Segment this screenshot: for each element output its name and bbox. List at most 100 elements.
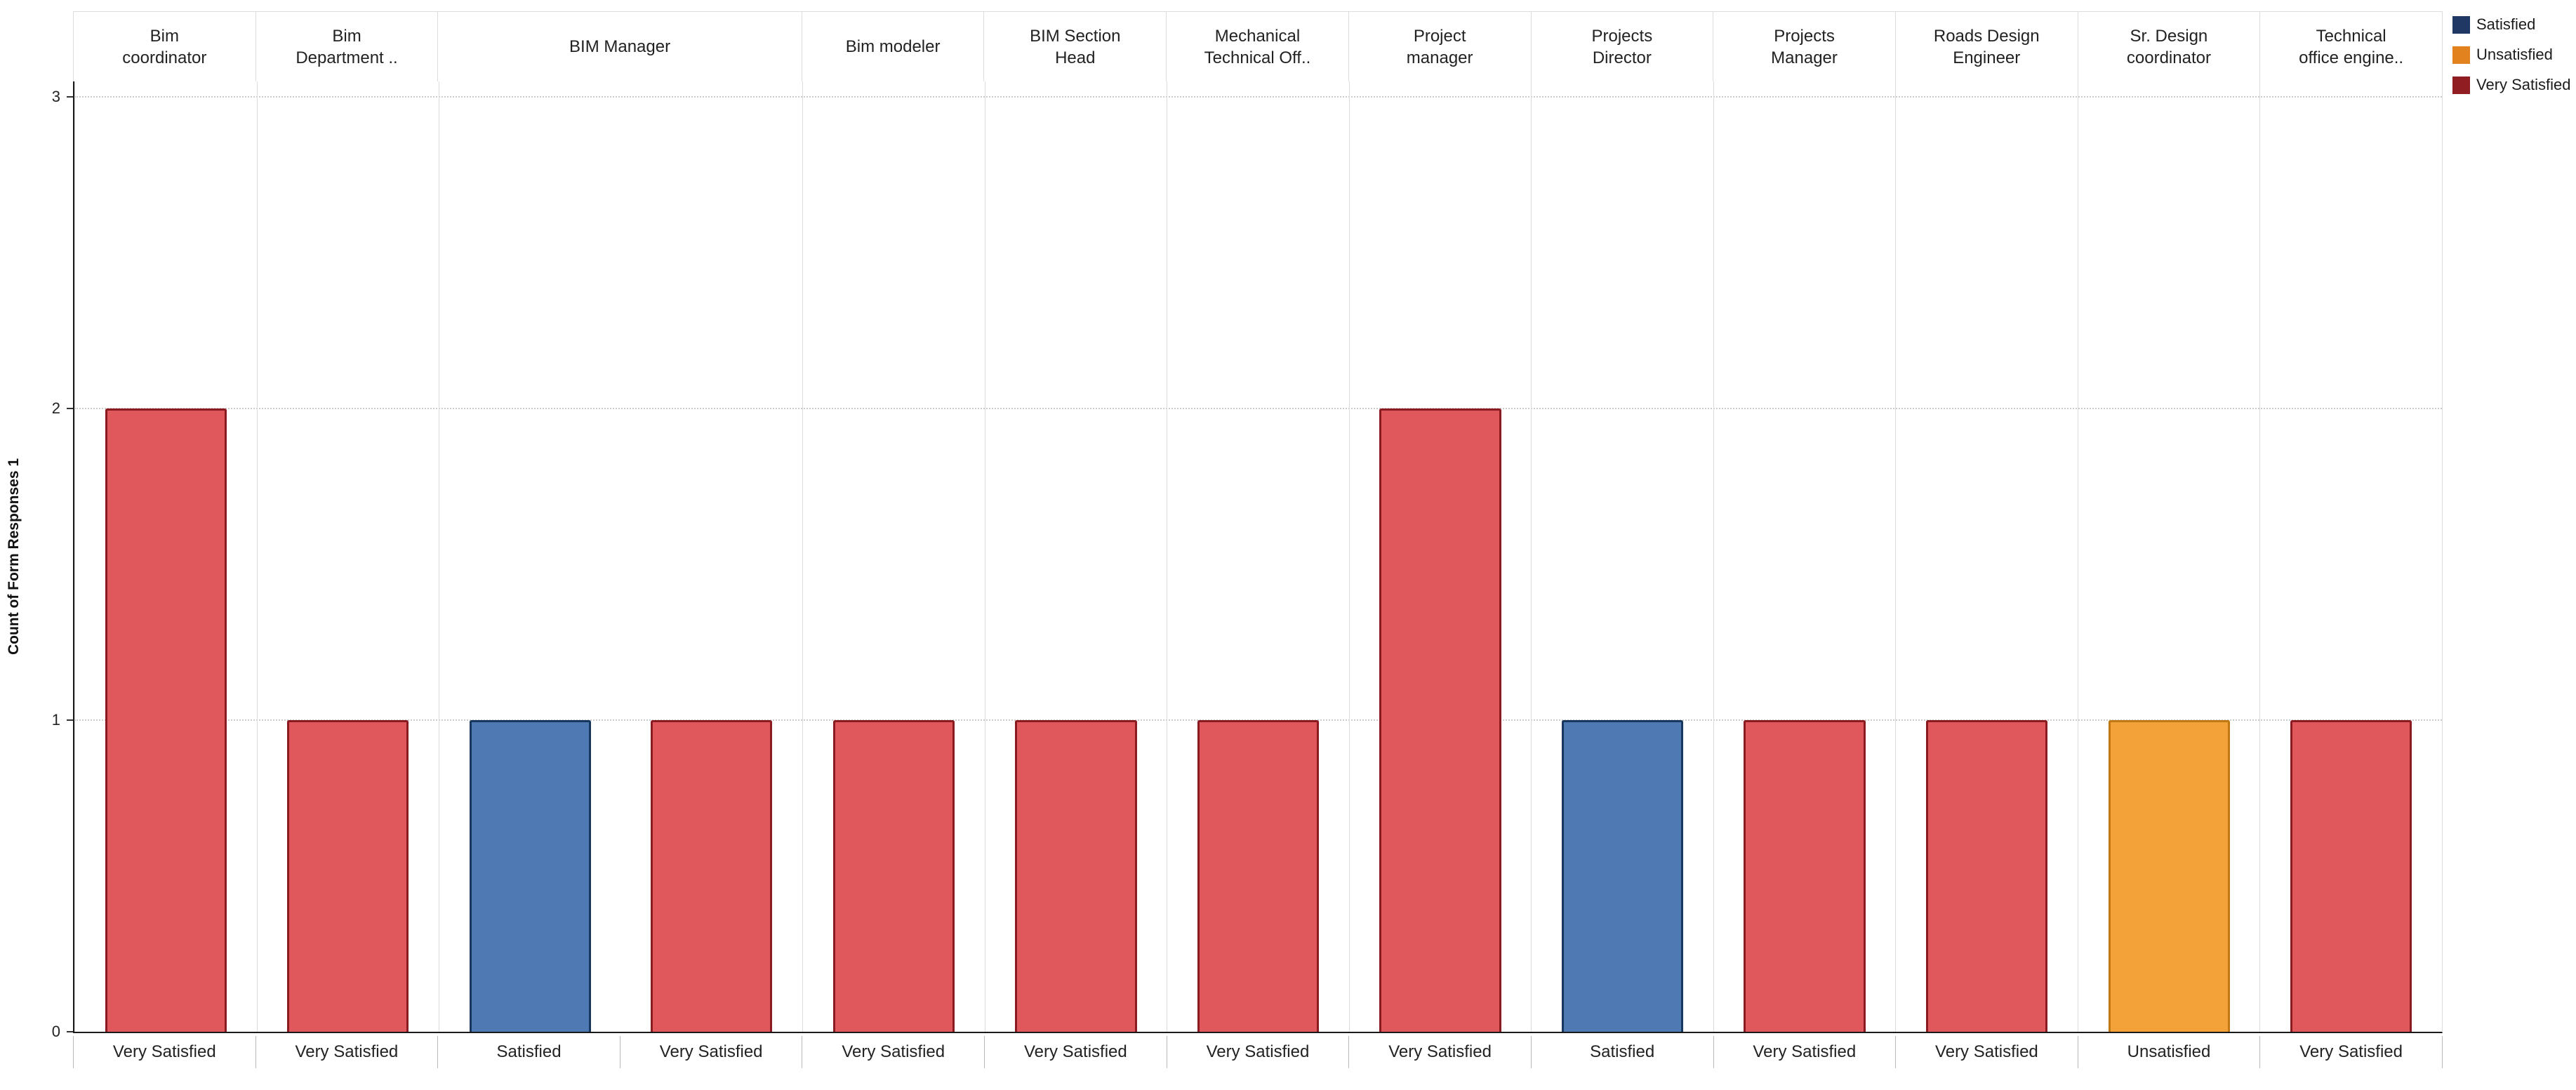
bar[interactable] (1744, 720, 1866, 1032)
y-tick-mark (67, 408, 73, 409)
bar-slot (439, 81, 621, 1032)
pane (439, 81, 802, 1032)
category-cell: Satisfied (1532, 1036, 1714, 1068)
category-cell: Very Satisfied (985, 1036, 1167, 1068)
column-header: Roads Design Engineer (1894, 12, 2078, 81)
category-cell: Very Satisfied (802, 1036, 985, 1068)
y-tick-mark (67, 719, 73, 721)
category-label: Very Satisfied (620, 1036, 803, 1068)
legend-item[interactable]: Unsatisfied (2452, 46, 2576, 64)
category-label: Very Satisfied (802, 1036, 985, 1068)
bar-slot (2260, 81, 2442, 1032)
pane (1895, 81, 2078, 1032)
bar[interactable] (832, 720, 955, 1032)
bar[interactable] (2108, 720, 2230, 1032)
category-label: Very Satisfied (1167, 1036, 1350, 1068)
pane (1348, 81, 1532, 1032)
column-header: Project manager (1348, 12, 1531, 81)
category-cell: Very Satisfied (1167, 1036, 1350, 1068)
legend-item[interactable]: Very Satisfied (2452, 76, 2576, 94)
category-label: Very Satisfied (1714, 1036, 1897, 1068)
category-label: Very Satisfied (985, 1036, 1167, 1068)
pane (2259, 81, 2442, 1032)
bar-slot (258, 81, 439, 1032)
category-label: Very Satisfied (1896, 1036, 2078, 1068)
category-cell: Very Satisfied (1896, 1036, 2078, 1068)
bar[interactable] (287, 720, 409, 1032)
category-label: Very Satisfied (2260, 1036, 2443, 1068)
legend-swatch (2452, 15, 2470, 34)
column-header: Projects Manager (1713, 12, 1895, 81)
category-cell: Unsatisfied (2078, 1036, 2261, 1068)
legend-label: Very Satisfied (2476, 76, 2571, 93)
y-tick-label: 2 (51, 399, 60, 417)
category-cell: Satisfied Very Satisfied (438, 1036, 803, 1068)
category-cell: Very Satisfied (2260, 1036, 2443, 1068)
y-tick-mark (67, 1031, 73, 1032)
bar-slot (803, 81, 985, 1032)
x-axis-category-labels: Very Satisfied Very Satisfied Satisfied Ver… (73, 1036, 2443, 1068)
plot-area (73, 81, 2443, 1033)
bar-slot (985, 81, 1167, 1032)
y-tick-label: 3 (51, 88, 60, 105)
category-cell: Very Satisfied (1349, 1036, 1532, 1068)
bar-slot (1167, 81, 1349, 1032)
legend-swatch (2452, 76, 2470, 94)
bar[interactable] (1015, 720, 1137, 1032)
category-cell: Very Satisfied (1714, 1036, 1897, 1068)
bar-slot (621, 81, 803, 1032)
pane (1167, 81, 1349, 1032)
column-header: Bim Department .. (255, 12, 438, 81)
legend-item[interactable]: Satisfied (2452, 15, 2576, 34)
category-label: Very Satisfied (256, 1036, 439, 1068)
bar-slot (1714, 81, 1896, 1032)
column-header: BIM Section Head (983, 12, 1166, 81)
bar[interactable] (1925, 720, 2048, 1032)
y-tick-label: 0 (51, 1023, 60, 1040)
category-label: Very Satisfied (74, 1036, 256, 1068)
column-header: Bim coordinator (122, 26, 207, 67)
category-cell: Very Satisfied (256, 1036, 439, 1068)
pane (802, 81, 985, 1032)
y-tick-label: 1 (51, 711, 60, 729)
category-label: Satisfied (438, 1036, 620, 1068)
category-label: Very Satisfied (1349, 1036, 1532, 1068)
category-label: Satisfied (1532, 1036, 1714, 1068)
y-axis-title-wrap: Count of Form Responses 1 (1, 81, 27, 1032)
column-header: Sr. Design coordinator (2077, 12, 2260, 81)
pane (984, 81, 1167, 1032)
gridline (74, 96, 2442, 98)
bar-slot (1896, 81, 2078, 1032)
column-headers: Bim coordinator Bim Department .. BIM Mana… (73, 11, 2443, 81)
gridline (74, 408, 2442, 409)
bar-slot (1532, 81, 1713, 1032)
bar[interactable] (1561, 720, 1684, 1032)
bar[interactable] (2290, 720, 2412, 1032)
bar-slot (1350, 81, 1532, 1032)
category-cell: Very Satisfied (74, 1036, 256, 1068)
bar[interactable] (105, 408, 227, 1032)
legend-label: Satisfied (2476, 15, 2536, 33)
pane (1713, 81, 1896, 1032)
bar-slot (2078, 81, 2260, 1032)
column-header: Projects Director (1530, 12, 1713, 81)
bar-slot (75, 81, 257, 1032)
category-label: Unsatisfied (2078, 1036, 2261, 1068)
pane (256, 81, 439, 1032)
bar[interactable] (1379, 408, 1501, 1032)
legend-label: Unsatisfied (2476, 46, 2553, 63)
column-header: Technical office engine.. (2259, 12, 2442, 81)
legend: Satisfied Unsatisfied Very Satisfied (2452, 15, 2576, 106)
y-tick-mark (67, 96, 73, 98)
bar[interactable] (1197, 720, 1320, 1032)
pane (2077, 81, 2260, 1032)
y-axis-title: Count of Form Responses 1 (6, 458, 22, 656)
column-header: Bim modeler (801, 12, 984, 81)
column-header: BIM Manager (437, 12, 801, 81)
y-axis: 0 1 2 3 (27, 81, 73, 1040)
column-header: Mechanical Technical Off.. (1166, 12, 1348, 81)
bar[interactable] (651, 720, 773, 1032)
bar[interactable] (469, 720, 591, 1032)
legend-swatch (2452, 46, 2470, 64)
